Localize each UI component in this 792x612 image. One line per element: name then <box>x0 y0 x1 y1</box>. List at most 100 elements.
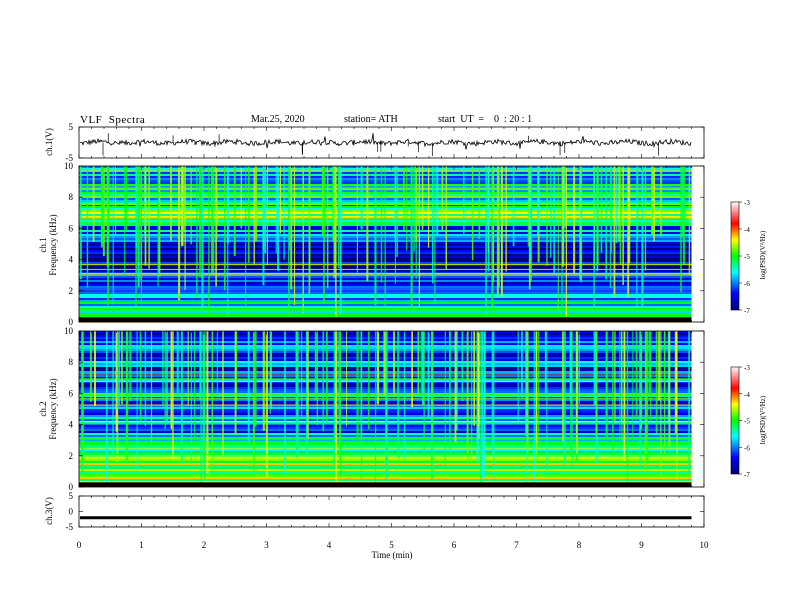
sferic-streak <box>537 166 540 234</box>
sferic-streak <box>564 331 566 466</box>
sferic-streak <box>240 166 242 229</box>
sferic-streak <box>346 331 348 427</box>
sferic-streak <box>680 166 682 293</box>
sferic-streak <box>413 166 415 252</box>
x-tick-label: 10 <box>700 540 710 550</box>
sferic-streak <box>157 166 159 287</box>
sferic-streak <box>637 166 639 240</box>
sferic-streak <box>255 166 258 241</box>
sferic-streak <box>244 166 247 314</box>
sferic-streak <box>476 331 479 463</box>
sferic-streak <box>650 331 652 423</box>
sferic-streak <box>324 166 326 239</box>
sferic-streak <box>483 331 485 448</box>
sferic-streak <box>688 331 690 475</box>
sferic-streak <box>211 331 214 472</box>
sferic-streak <box>480 331 482 483</box>
sferic-streak <box>565 166 567 318</box>
ch1-waveform-panel: 5 -5 <box>66 122 705 163</box>
sferic-streak <box>279 166 281 234</box>
sferic-streak <box>265 331 268 478</box>
sferic-streak <box>335 166 337 322</box>
sferic-streak <box>397 331 400 459</box>
sferic-streak <box>605 166 608 280</box>
sferic-streak <box>199 166 202 278</box>
spectrogram-band <box>79 312 692 314</box>
sferic-streak <box>639 331 641 442</box>
spectrogram-band <box>79 316 692 318</box>
sferic-streak <box>622 166 624 286</box>
sferic-streak <box>682 166 686 265</box>
colorbar-tick-label: -7 <box>744 471 750 479</box>
sferic-streak <box>550 166 552 258</box>
colorbar2-label: log(PSD)(V²/Hz) <box>759 395 767 444</box>
sferic-streak <box>484 331 486 478</box>
sferic-streak <box>563 166 566 229</box>
colorbar-tick-label: -5 <box>744 418 750 426</box>
sferic-streak <box>569 331 572 402</box>
sferic-streak <box>252 331 256 472</box>
sferic-streak <box>651 166 654 235</box>
sferic-streak <box>573 166 576 275</box>
sferic-streak <box>610 166 613 254</box>
sferic-streak <box>211 166 213 231</box>
sferic-streak <box>360 166 363 230</box>
sferic-streak <box>101 166 104 244</box>
sferic-streak <box>92 166 95 242</box>
sferic-streak <box>112 331 114 457</box>
sferic-streak <box>105 331 108 483</box>
sferic-streak <box>676 331 678 487</box>
sferic-streak <box>406 166 408 251</box>
sferic-streak <box>196 166 198 298</box>
sferic-streak <box>222 331 224 456</box>
sferic-streak <box>619 331 621 457</box>
colorbar-tick-label: -6 <box>744 444 750 452</box>
sferic-streak <box>512 166 515 247</box>
sferic-streak <box>454 331 457 443</box>
y-tick-label: 4 <box>69 420 74 430</box>
sferic-streak <box>481 331 484 478</box>
sferic-streak <box>295 331 298 458</box>
spectrogram-band <box>79 310 692 312</box>
sferic-streak <box>655 331 658 433</box>
sferic-streak <box>200 331 202 486</box>
sferic-streak <box>360 331 363 482</box>
sferic-streak <box>335 331 338 482</box>
ch3-waveform-panel: 5 0 -5 <box>66 491 705 532</box>
sferic-streak <box>533 331 535 485</box>
panel-frame <box>78 495 705 528</box>
ch2-colorbar: -3 -4 -5 -6 -7 <box>730 364 750 479</box>
sferic-streak <box>561 166 563 309</box>
y-tick-label: 8 <box>69 357 74 367</box>
sferic-streak <box>204 331 206 421</box>
sferic-streak <box>181 166 183 247</box>
sferic-streak <box>102 166 105 257</box>
sferic-streak <box>86 166 89 288</box>
y-tick-label: 6 <box>69 223 74 233</box>
sferic-streak <box>144 166 147 266</box>
sferic-streak <box>461 331 464 402</box>
x-tick-label: 3 <box>264 540 269 550</box>
sferic-streak <box>144 331 147 427</box>
sferic-streak <box>140 166 142 305</box>
sferic-streak <box>184 166 186 290</box>
sferic-streak <box>234 331 237 436</box>
no-data-area <box>691 166 704 322</box>
sferic-streak <box>612 331 614 456</box>
sferic-streak <box>396 166 398 257</box>
sferic-streak <box>653 166 655 242</box>
sferic-streak <box>431 166 434 284</box>
sferic-streak <box>609 166 612 288</box>
sferic-streak <box>264 166 267 254</box>
x-tick-label: 1 <box>139 540 144 550</box>
sferic-streak <box>492 166 495 283</box>
sferic-streak <box>385 331 388 482</box>
sferic-streak <box>619 166 622 265</box>
sferic-streak <box>418 166 420 307</box>
sferic-streak <box>628 166 631 264</box>
x-axis-label: Time (min) <box>372 550 413 560</box>
y-tick-label: -5 <box>66 522 74 532</box>
colorbar-tick-label: -3 <box>744 199 750 207</box>
x-tick-label: 7 <box>514 540 519 550</box>
